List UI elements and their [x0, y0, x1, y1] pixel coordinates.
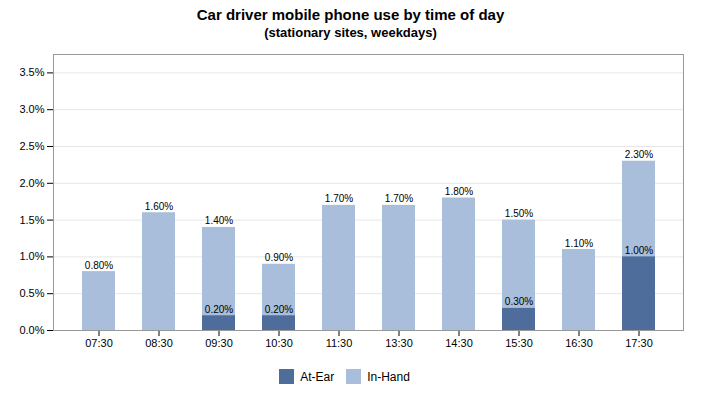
svg-text:0.5%: 0.5% — [19, 287, 44, 299]
svg-text:14:30: 14:30 — [445, 337, 473, 349]
html-text:Car driver mobile phone use by: Car driver mobile phone use by time of d… — [196, 6, 505, 23]
svg-text:3.0%: 3.0% — [19, 103, 44, 115]
svg-text:1.0%: 1.0% — [19, 250, 44, 262]
svg-text:1.00%: 1.00% — [625, 245, 653, 256]
svg-text:13:30: 13:30 — [385, 337, 413, 349]
svg-text:16:30: 16:30 — [565, 337, 593, 349]
svg-text:08:30: 08:30 — [145, 337, 173, 349]
svg-text:17:30: 17:30 — [625, 337, 653, 349]
svg-text:1.70%: 1.70% — [325, 193, 353, 204]
html-text:At-Ear: At-Ear — [300, 369, 335, 384]
svg-text:09:30: 09:30 — [205, 337, 233, 349]
svg-text:3.5%: 3.5% — [19, 66, 44, 78]
svg-text:0.20%: 0.20% — [265, 304, 293, 315]
svg-text:1.5%: 1.5% — [19, 214, 44, 226]
svg-text:15:30: 15:30 — [505, 337, 533, 349]
svg-text:11:30: 11:30 — [326, 337, 353, 349]
svg-text:1.40%: 1.40% — [205, 215, 233, 226]
svg-text:07:30: 07:30 — [85, 337, 113, 349]
svg-text:0.0%: 0.0% — [19, 324, 44, 336]
html-text:(stationary sites, weekdays): (stationary sites, weekdays) — [264, 25, 437, 40]
svg-text:1.60%: 1.60% — [145, 201, 173, 212]
svg-text:2.0%: 2.0% — [19, 177, 44, 189]
svg-text:0.80%: 0.80% — [85, 260, 113, 271]
svg-text:2.5%: 2.5% — [19, 140, 44, 152]
svg-text:1.50%: 1.50% — [505, 208, 533, 219]
svg-text:1.80%: 1.80% — [445, 186, 473, 197]
svg-text:0.90%: 0.90% — [265, 252, 293, 263]
svg-text:1.10%: 1.10% — [565, 238, 593, 249]
svg-text:10:30: 10:30 — [265, 337, 293, 349]
svg-text:0.20%: 0.20% — [205, 304, 233, 315]
svg-text:0.30%: 0.30% — [505, 296, 533, 307]
svg-text:2.30%: 2.30% — [625, 149, 653, 160]
svg-text:1.70%: 1.70% — [385, 193, 413, 204]
html-text:In-Hand: In-Hand — [367, 369, 410, 384]
